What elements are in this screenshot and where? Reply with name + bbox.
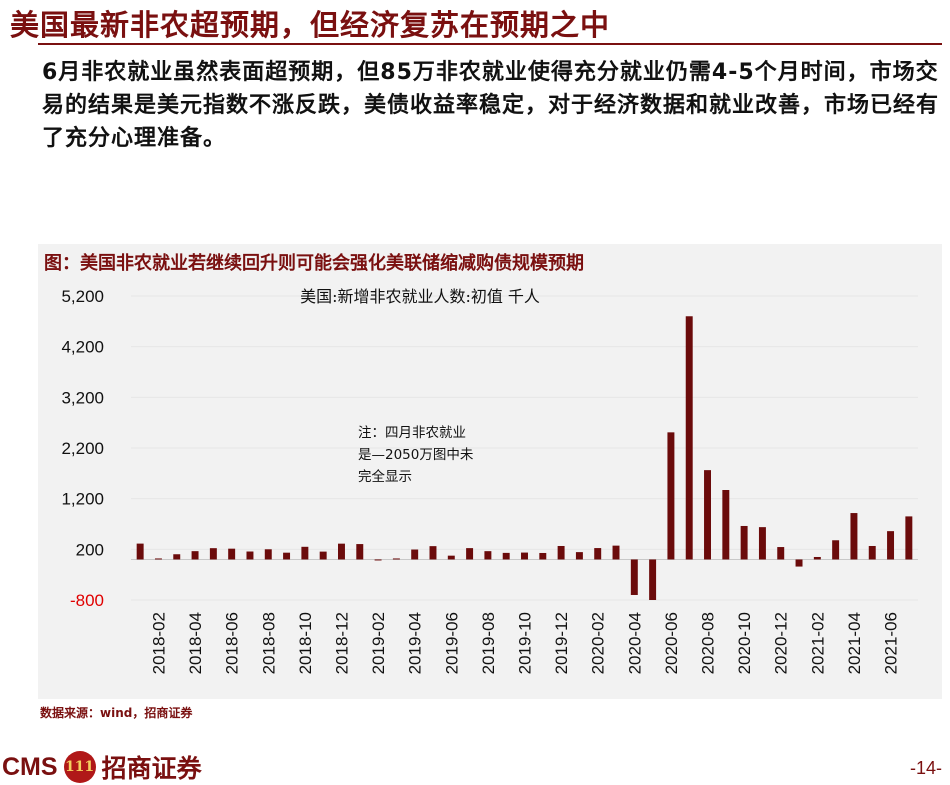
bar — [740, 525, 748, 560]
x-tick-label: 2019-06 — [442, 612, 461, 674]
x-tick-label: 2018-12 — [332, 612, 351, 674]
bar — [173, 554, 181, 560]
x-tick-label: 2018-04 — [186, 612, 205, 674]
bar — [850, 513, 858, 560]
chart-panel — [38, 244, 942, 699]
bar — [429, 546, 437, 560]
x-tick-label: 2021-02 — [808, 612, 827, 674]
brand-cms-text: CMS — [2, 752, 58, 781]
bar — [392, 558, 400, 560]
bar — [484, 551, 492, 560]
annotation-line: 注：四月非农就业 — [358, 425, 466, 441]
bar — [557, 545, 565, 560]
bar — [722, 490, 730, 560]
brand-name: 招商证券 — [101, 754, 202, 783]
x-tick-label: 2020-08 — [699, 612, 718, 674]
chart-title: 图：美国非农就业若继续回升则可能会强化美联储缩减购债规模预期 — [44, 253, 584, 274]
y-tick-label: 3,200 — [61, 388, 104, 407]
x-tick-label: 2020-06 — [662, 612, 681, 674]
y-tick-label: 1,200 — [61, 490, 104, 509]
bar — [319, 551, 327, 560]
x-tick-label: 2020-10 — [735, 612, 754, 674]
bar — [191, 551, 199, 560]
data-source: 数据来源：wind，招商证券 — [40, 706, 193, 720]
bar — [685, 316, 693, 560]
x-tick-label: 2019-04 — [406, 612, 425, 674]
bar — [868, 545, 876, 560]
y-tick-label: 5,200 — [61, 287, 104, 306]
title-divider — [38, 43, 942, 45]
brand-logo: CMS 111 招商证券 — [2, 751, 202, 783]
x-tick-label: 2018-02 — [149, 612, 168, 674]
bar — [594, 548, 602, 560]
x-axis-ticks: 2018-02 2018-04 2018-06 2018-08 2018-10 2018-… — [149, 612, 900, 674]
y-tick-label: -800 — [70, 591, 104, 610]
slide-title: 美国最新非农超预期，但经济复苏在预期之中 — [10, 8, 611, 42]
x-tick-label: 2019-08 — [479, 612, 498, 674]
bar — [612, 545, 620, 560]
bar — [832, 540, 840, 560]
bar — [301, 546, 309, 560]
x-tick-label: 2018-08 — [259, 612, 278, 674]
x-tick-label: 2019-12 — [552, 612, 571, 674]
chart-legend: 美国:新增非农就业人数:初值 千人 — [300, 287, 540, 306]
bar — [337, 543, 345, 560]
bar-series — [136, 316, 913, 600]
x-tick-label: 2019-02 — [369, 612, 388, 674]
bar — [905, 516, 913, 560]
bar — [667, 432, 675, 560]
summary-text: 6月非农就业虽然表面超预期，但85万非农就业使得充分就业仍需4-5个月时间，市场… — [42, 60, 940, 151]
x-tick-label: 2019-10 — [516, 612, 535, 674]
x-tick-label: 2018-06 — [223, 612, 242, 674]
bar — [374, 559, 382, 561]
bar — [154, 558, 162, 560]
bar — [521, 552, 528, 560]
bar — [228, 548, 236, 560]
bar — [246, 551, 254, 560]
bar — [649, 559, 657, 600]
bar — [264, 549, 272, 560]
bar — [209, 548, 217, 560]
bar — [502, 552, 510, 560]
bar — [813, 556, 821, 560]
x-tick-label: 2020-02 — [589, 612, 608, 674]
bar — [575, 552, 583, 560]
y-tick-label: 200 — [76, 540, 104, 559]
bar — [887, 531, 895, 560]
page-number: -14- — [909, 758, 942, 778]
x-tick-label: 2021-04 — [845, 612, 864, 674]
annotation-line: 是—2050万图中未 — [358, 447, 474, 463]
x-tick-label: 2020-04 — [625, 612, 644, 674]
bar — [758, 527, 766, 560]
y-axis-ticks: 5,200 4,200 3,200 2,200 1,200 200 -800 — [61, 287, 104, 610]
annotation-line: 完全显示 — [358, 468, 412, 485]
bar — [447, 555, 455, 560]
brand-seal-icon: 111 — [63, 751, 96, 783]
bar — [356, 544, 364, 560]
x-tick-label: 2018-10 — [296, 612, 315, 674]
bar — [411, 549, 419, 560]
bar — [630, 559, 638, 595]
y-tick-label: 4,200 — [61, 338, 104, 357]
x-tick-label: 2020-12 — [772, 612, 791, 674]
bar — [704, 470, 712, 560]
x-tick-label: 2021-06 — [882, 612, 901, 674]
bar — [466, 548, 474, 560]
bar — [283, 552, 291, 560]
y-tick-label: 2,200 — [61, 439, 104, 458]
bar — [539, 552, 547, 560]
bar — [777, 547, 785, 560]
bar — [136, 543, 144, 560]
bar — [795, 559, 803, 567]
